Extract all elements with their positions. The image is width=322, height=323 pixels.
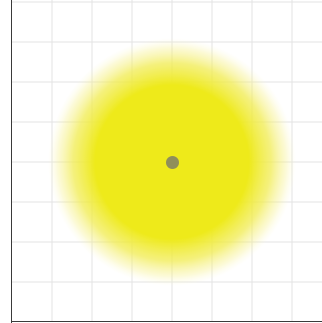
- light-source-dot[interactable]: [166, 156, 179, 169]
- x-axis-line: [11, 321, 322, 322]
- y-axis-line: [11, 0, 12, 323]
